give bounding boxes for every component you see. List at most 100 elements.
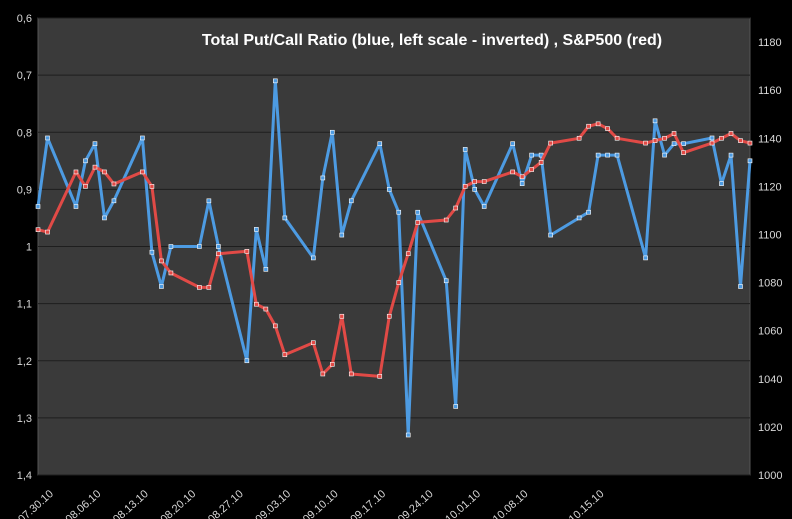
sp500-point [538,160,544,165]
x-tick-label: 08.20.10 [158,488,198,519]
sp500-point [453,205,459,211]
put-call-point [529,152,534,158]
put-call-point [149,249,155,255]
sp500-point [348,371,354,377]
put-call-point [159,284,164,289]
sp500-point [652,138,658,143]
sp500-point [35,227,41,232]
sp500-point [462,184,468,189]
put-call-point [747,158,753,164]
put-call-point [415,209,421,215]
sp500-point [83,184,88,189]
sp500-point [671,131,677,136]
sp500-point [140,169,145,175]
put-call-point [111,198,117,204]
put-call-point [405,432,411,438]
right-tick-label: 1180 [758,37,782,49]
put-call-point [320,175,326,181]
sp500-point [320,371,326,377]
right-tick-label: 1060 [758,326,782,338]
left-tick-label: 1,4 [17,470,32,482]
sp500-point [311,340,316,346]
x-tick-label: 09.03.10 [253,488,293,519]
left-tick-label: 1,3 [17,413,32,425]
x-tick-label: 09.10.10 [301,488,341,519]
sp500-point [576,135,582,141]
sp500-point [263,306,269,312]
right-tick-label: 1120 [758,181,782,193]
x-tick-label: 09.24.10 [396,488,436,519]
sp500-point [548,140,553,146]
left-tick-label: 1 [26,242,32,254]
sp500-point [472,179,477,184]
put-call-point [662,152,667,158]
put-call-point [168,244,174,249]
put-call-point [652,118,658,124]
right-tick-label: 1020 [758,422,782,434]
x-tick-label: 10.15.10 [567,488,607,519]
put-call-point [377,141,383,146]
x-tick-label: 08.06.10 [64,488,104,519]
right-axis-ticks: 1000 1020 1040 1060 1080 1100 1120 1140 1160 1180 [758,37,782,482]
sp500-point [519,174,525,180]
put-call-point [92,141,98,146]
put-call-point [216,244,221,249]
sp500-point [273,323,278,329]
put-call-point [348,198,354,204]
put-call-point [273,78,278,84]
left-tick-label: 0,9 [17,184,32,196]
put-call-point [453,404,459,409]
sp500-point [206,285,212,290]
put-call-point [671,141,677,146]
put-call-point [605,152,610,158]
put-call-point [263,267,269,272]
x-tick-label: 08.27.10 [206,488,246,519]
put-call-point [586,209,591,215]
put-call-point [35,204,41,209]
sp500-point [377,374,383,379]
sp500-point [510,169,515,175]
left-tick-label: 0,7 [17,70,32,82]
sp500-point [339,313,345,319]
put-call-point [443,278,449,284]
sp500-point [529,167,534,172]
put-call-point [73,204,79,209]
sp500-point [605,126,610,131]
put-call-point [254,227,259,232]
put-call-point [462,147,468,152]
right-tick-label: 1140 [758,133,782,145]
sp500-point [102,169,107,175]
sp500-point [45,229,50,235]
right-tick-label: 1160 [758,85,782,97]
put-call-point [339,232,345,238]
put-call-point [282,215,288,221]
sp500-point [396,280,402,285]
series-layer [35,78,753,438]
right-tick-label: 1100 [758,229,782,241]
sp500-point [244,249,250,254]
x-tick-label: 10.01.10 [443,488,483,519]
right-tick-label: 1000 [758,470,782,482]
x-tick-label: 08.13.10 [111,488,151,519]
sp500-point [197,285,202,290]
sp500-point [92,164,98,170]
left-tick-label: 1,2 [17,356,32,368]
right-tick-label: 1080 [758,278,782,290]
put-call-point [576,215,582,221]
sp500-point [614,135,620,141]
put-call-point [244,358,250,364]
put-call-point [472,187,477,192]
sp500-point [254,301,259,307]
put-call-point [102,215,107,221]
left-axis-ticks: 0,6 0,7 0,8 0,9 1 1,1 1,2 1,3 1,4 [17,13,32,482]
x-axis-ticks: 07.30.10 08.06.10 08.13.10 08.20.10 08.27.10… [16,488,606,519]
sp500-point [481,179,487,184]
sp500-point [586,123,591,129]
sp500-point [681,150,686,155]
sp500-point [111,181,117,187]
put-call-point [197,244,202,249]
put-call-point [311,255,316,261]
sp500-point [728,131,734,136]
